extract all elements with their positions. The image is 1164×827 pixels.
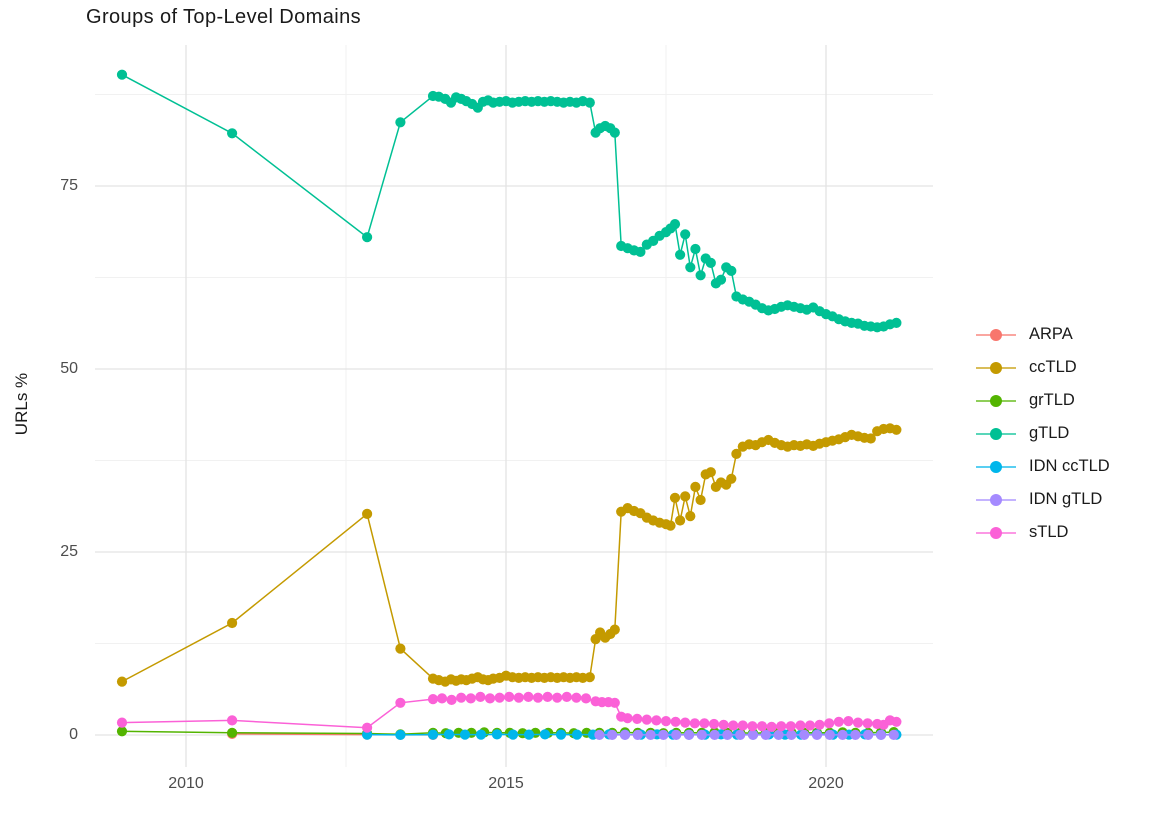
legend: ARPA ccTLD grTLD gTLD IDN ccTLD IDN gTLD sTLD bbox=[976, 318, 1110, 549]
legend-marker-arpa-icon bbox=[976, 328, 1016, 342]
x-tick-label-2015: 2015 bbox=[488, 775, 524, 792]
series-stld-points bbox=[116, 691, 902, 733]
legend-marker-idn-cctld-icon bbox=[976, 460, 1016, 474]
legend-marker-gtld-icon bbox=[976, 427, 1016, 441]
legend-label: ccTLD bbox=[1029, 358, 1077, 376]
series-gtld-points bbox=[116, 69, 902, 333]
series-gtld-line bbox=[121, 74, 897, 329]
y-tick-label-50: 50 bbox=[60, 360, 78, 377]
legend-item-arpa: ARPA bbox=[976, 318, 1110, 351]
series-cctld-points bbox=[116, 423, 902, 687]
y-tick-label-25: 25 bbox=[60, 543, 78, 560]
legend-label: sTLD bbox=[1029, 523, 1069, 541]
legend-item-stld: sTLD bbox=[976, 516, 1110, 549]
legend-item-grtld: grTLD bbox=[976, 384, 1110, 417]
legend-item-idn-gtld: IDN gTLD bbox=[976, 483, 1110, 516]
legend-label: grTLD bbox=[1029, 391, 1075, 409]
legend-label: ARPA bbox=[1029, 325, 1073, 343]
legend-item-idn-cctld: IDN ccTLD bbox=[976, 450, 1110, 483]
legend-marker-stld-icon bbox=[976, 526, 1016, 540]
chart-title: Groups of Top-Level Domains bbox=[86, 6, 362, 28]
x-tick-label-2010: 2010 bbox=[168, 775, 204, 792]
legend-label: IDN ccTLD bbox=[1029, 457, 1110, 475]
y-tick-label-75: 75 bbox=[60, 177, 78, 194]
legend-marker-cctld-icon bbox=[976, 361, 1016, 375]
y-tick-label-0: 0 bbox=[69, 726, 78, 743]
legend-item-cctld: ccTLD bbox=[976, 351, 1110, 384]
legend-label: IDN gTLD bbox=[1029, 490, 1103, 508]
series-idn-gtld-points bbox=[594, 729, 899, 741]
legend-marker-grtld-icon bbox=[976, 394, 1016, 408]
legend-item-gtld: gTLD bbox=[976, 417, 1110, 450]
legend-marker-idn-gtld-icon bbox=[976, 493, 1016, 507]
x-tick-label-2020: 2020 bbox=[808, 775, 844, 792]
legend-label: gTLD bbox=[1029, 424, 1070, 442]
